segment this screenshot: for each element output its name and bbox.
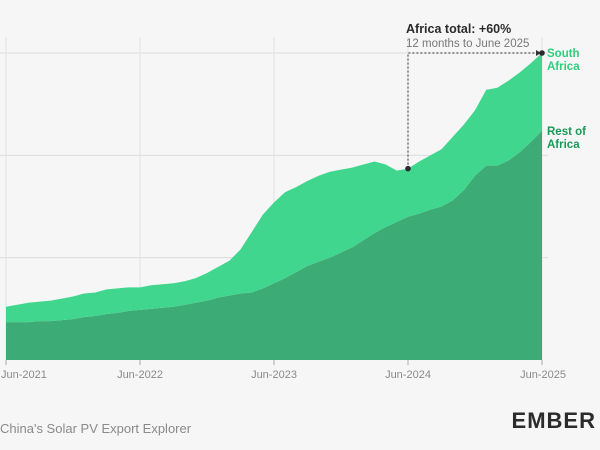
source-note: China's Solar PV Export Explorer — [0, 421, 192, 436]
area-south-africa — [6, 53, 542, 323]
annotation-title: Africa total: +60% — [406, 22, 511, 36]
areas — [6, 53, 542, 360]
annotation-end-dot — [539, 50, 545, 56]
area-rest-of-africa — [6, 130, 542, 360]
annotation-subtitle: 12 months to June 2025 — [406, 38, 529, 50]
annotation-start-dot — [405, 165, 411, 172]
series-label-rest-of-africa: Rest of Africa — [547, 126, 589, 151]
x-tick-label: Jun-2022 — [117, 369, 163, 381]
x-axis: Jun-2021 Jun-2022 Jun-2023 Jun-2024 Jun-2025 — [1, 360, 566, 381]
x-tick-label: Jun-2021 — [1, 369, 47, 381]
x-tick-label: Jun-2023 — [251, 369, 297, 381]
annotation: Africa total: +60% 12 months to June 202… — [405, 22, 545, 172]
x-tick-label: Jun-2024 — [385, 369, 431, 381]
series-label-south-africa: South Africa — [547, 48, 583, 73]
arrow-icon — [536, 50, 541, 56]
series-labels: South Africa Rest of Africa — [547, 48, 589, 151]
x-tick-label: Jun-2025 — [520, 369, 566, 381]
ember-logo: EMBER — [511, 408, 596, 433]
